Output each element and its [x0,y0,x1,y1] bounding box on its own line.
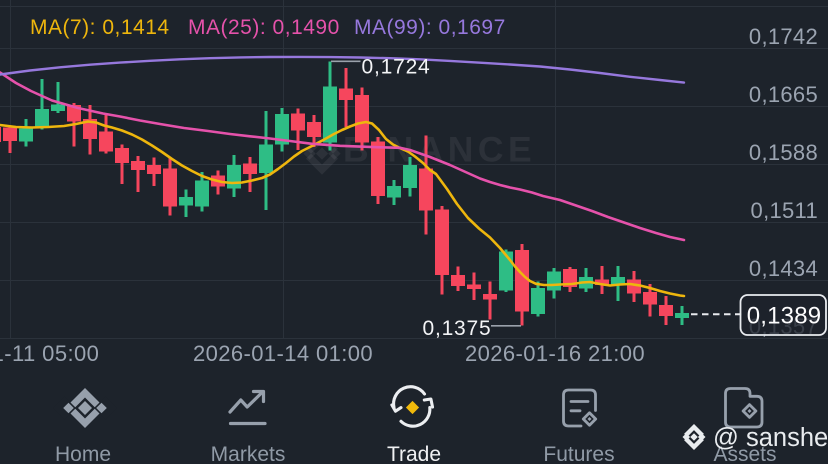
svg-text:Assets: Assets [713,443,776,464]
svg-text:0,1724: 0,1724 [362,56,431,79]
svg-text:Markets: Markets [211,443,286,464]
svg-text:0,1742: 0,1742 [749,24,818,49]
svg-text:0,1375: 0,1375 [422,317,491,340]
svg-text:2026-01-14 01:00: 2026-01-14 01:00 [193,341,373,366]
svg-text:0,1434: 0,1434 [749,256,818,281]
svg-text:Futures: Futures [543,443,614,464]
svg-text:2026-01-11 05:00: 2026-01-11 05:00 [0,341,99,366]
svg-text:MA(99): 0,1697: MA(99): 0,1697 [354,16,506,39]
svg-text:0,1511: 0,1511 [751,198,818,223]
svg-text:0,1665: 0,1665 [749,82,818,107]
svg-text:2026-01-16 21:00: 2026-01-16 21:00 [465,341,645,366]
svg-text:Home: Home [55,443,111,464]
svg-text:@ sanshe: @ sanshe [713,424,828,452]
svg-text:MA(25): 0,1490: MA(25): 0,1490 [188,16,340,39]
svg-text:0,1389: 0,1389 [747,303,822,330]
svg-text:MA(7): 0,1414: MA(7): 0,1414 [30,16,170,39]
svg-text:0,1588: 0,1588 [749,140,818,165]
svg-text:Trade: Trade [387,443,441,464]
